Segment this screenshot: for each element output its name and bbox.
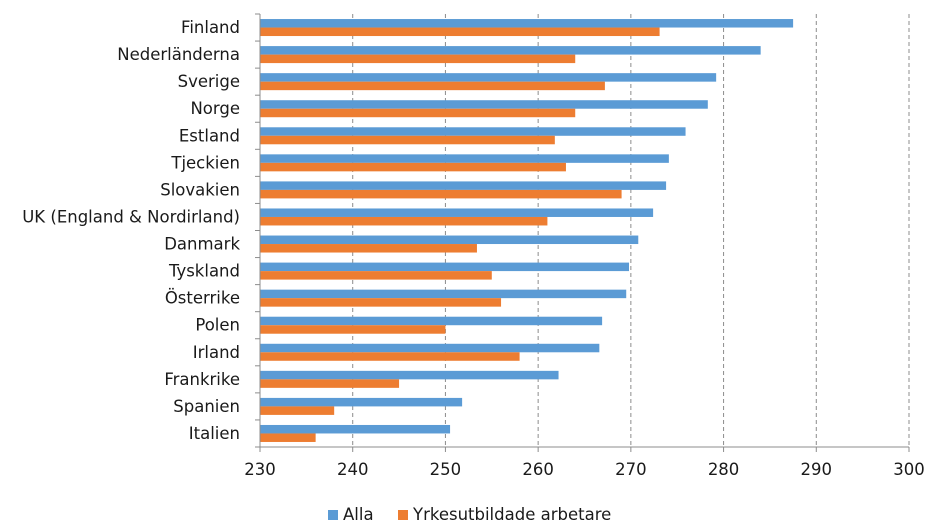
bar-yrkesutbildade-11: [260, 325, 446, 334]
x-tick-labels: 230 240 250 260 270 280 290 300: [244, 460, 925, 479]
legend-label-0: Alla: [343, 505, 374, 524]
bar-yrkesutbildade-10: [260, 298, 502, 307]
bar-alla-0: [260, 19, 794, 28]
bar-yrkesutbildade-8: [260, 244, 477, 253]
bar-alla-5: [260, 154, 669, 163]
bar-yrkesutbildade-2: [260, 81, 605, 91]
bar-alla-9: [260, 262, 630, 272]
category-label-3: Norge: [190, 99, 240, 118]
bar-yrkesutbildade-13: [260, 379, 400, 388]
bar-alla-11: [260, 316, 603, 326]
bar-yrkesutbildade-6: [260, 189, 622, 199]
bar-alla-3: [260, 100, 708, 109]
category-label-13: Frankrike: [164, 370, 240, 389]
bar-yrkesutbildade-15: [260, 433, 316, 442]
x-tick-label-270: 270: [615, 460, 647, 479]
bar-yrkesutbildade-12: [260, 352, 520, 361]
category-label-15: Italien: [189, 424, 240, 443]
category-label-4: Estland: [179, 126, 240, 145]
bar-alla-6: [260, 181, 667, 190]
category-labels: Finland Nederländerna Sverige Norge Estland T…: [22, 18, 240, 443]
bar-alla-12: [260, 343, 600, 353]
bar-alla-7: [260, 208, 654, 217]
bar-alla-8: [260, 235, 639, 245]
bar-alla-1: [260, 46, 761, 55]
legend-label-1: Yrkesutbildade arbetare: [412, 505, 611, 524]
legend-swatch-0: [328, 510, 338, 520]
bar-alla-14: [260, 397, 463, 407]
category-label-10: Österrike: [165, 289, 240, 308]
bar-yrkesutbildade-7: [260, 216, 548, 226]
bar-yrkesutbildade-3: [260, 108, 576, 118]
category-label-6: Slovakien: [160, 180, 240, 199]
category-label-2: Sverige: [178, 72, 240, 91]
category-label-9: Tyskland: [168, 262, 240, 281]
bar-yrkesutbildade-5: [260, 162, 566, 172]
x-axis-ticks: [259, 447, 910, 452]
bars: [260, 19, 794, 442]
x-tick-label-290: 290: [801, 460, 833, 479]
bar-alla-2: [260, 73, 717, 82]
x-tick-label-230: 230: [244, 460, 276, 479]
x-tick-label-240: 240: [337, 460, 369, 479]
category-label-7: UK (England & Nordirland): [22, 207, 240, 226]
bar-alla-13: [260, 370, 559, 380]
bar-alla-4: [260, 127, 686, 136]
category-label-11: Polen: [195, 316, 240, 335]
category-label-8: Danmark: [164, 235, 240, 254]
category-label-12: Irland: [193, 343, 240, 362]
x-tick-label-260: 260: [522, 460, 554, 479]
bar-yrkesutbildade-14: [260, 406, 335, 415]
category-label-14: Spanien: [173, 397, 240, 416]
x-tick-label-250: 250: [430, 460, 462, 479]
legend-swatch-1: [398, 510, 408, 520]
category-label-5: Tjeckien: [170, 153, 240, 172]
bar-yrkesutbildade-0: [260, 27, 660, 37]
bar-yrkesutbildade-9: [260, 271, 492, 280]
y-axis-ticks: [255, 13, 260, 448]
bar-yrkesutbildade-4: [260, 135, 555, 145]
category-label-1: Nederländerna: [117, 45, 240, 64]
category-label-0: Finland: [181, 18, 240, 37]
bar-alla-10: [260, 289, 627, 299]
bar-alla-15: [260, 424, 451, 434]
legend: Alla Yrkesutbildade arbetare: [328, 505, 611, 524]
x-tick-label-300: 300: [893, 460, 925, 479]
x-tick-label-280: 280: [708, 460, 740, 479]
bar-yrkesutbildade-1: [260, 54, 576, 64]
